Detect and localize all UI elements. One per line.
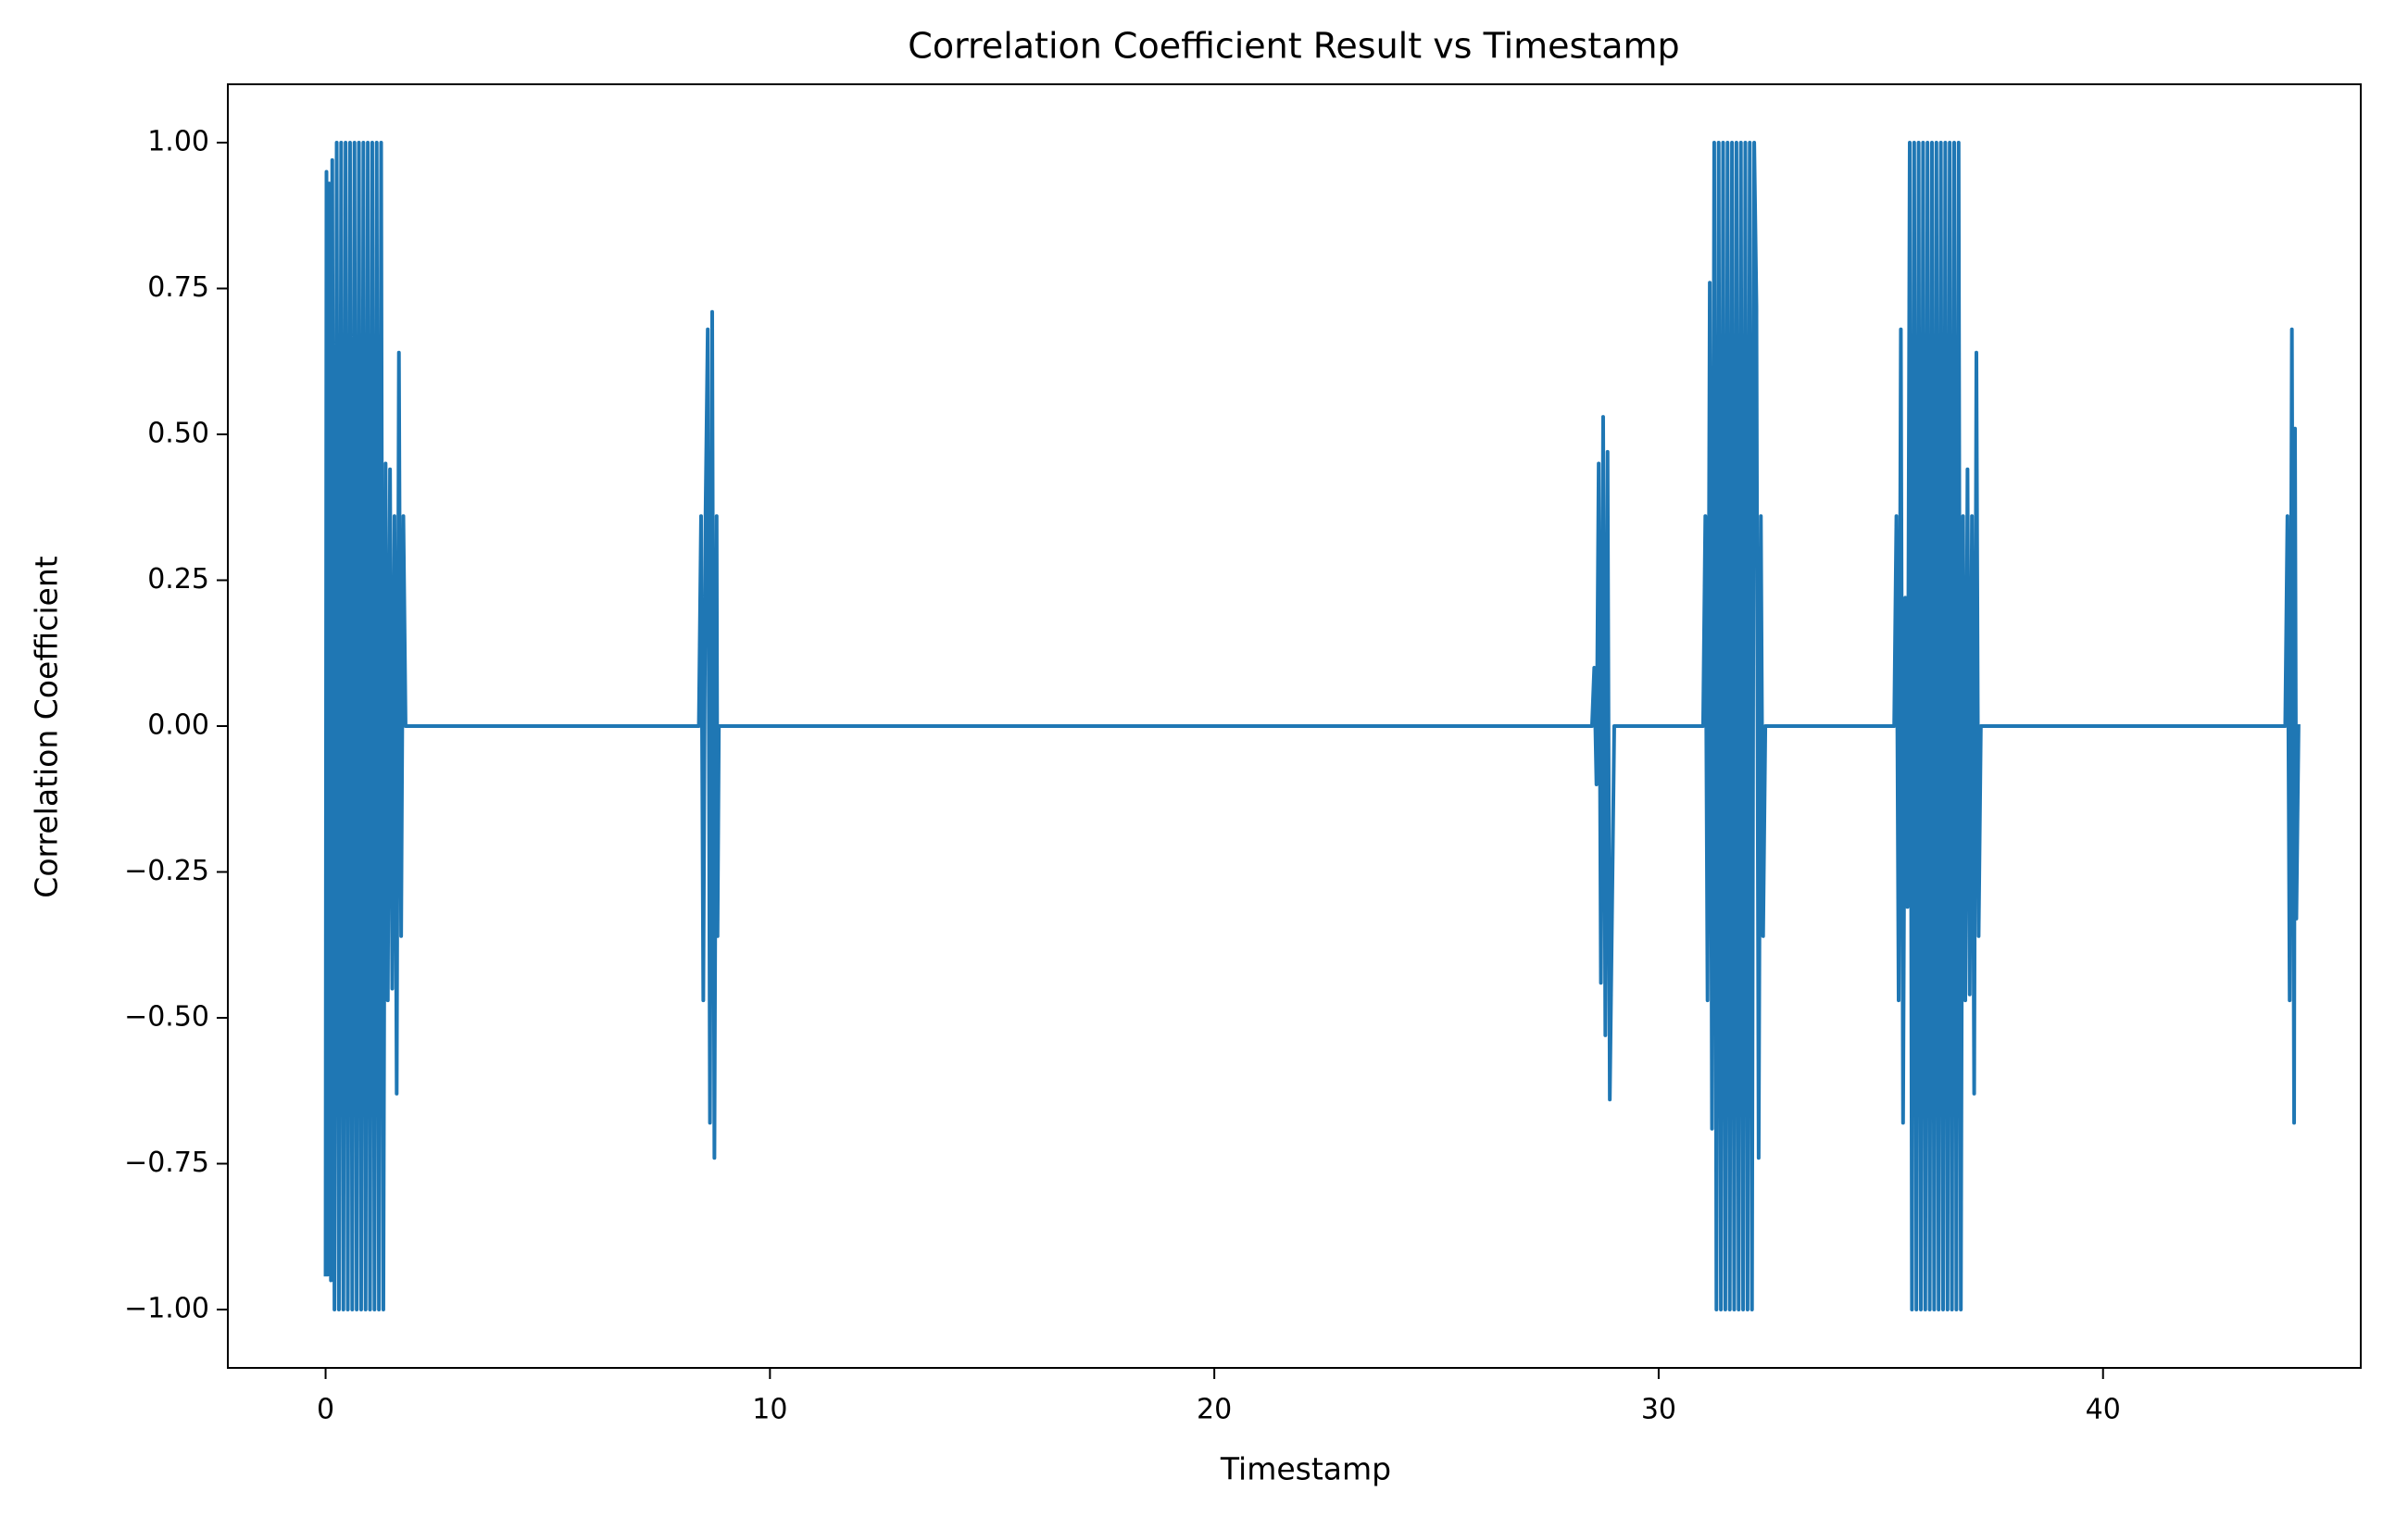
y-tick-label: 0.75 bbox=[147, 271, 209, 304]
data-line bbox=[323, 141, 2301, 1311]
x-tick-label: 30 bbox=[1641, 1394, 1676, 1426]
x-tick-label: 20 bbox=[1197, 1394, 1232, 1426]
x-tick-label: 0 bbox=[317, 1394, 334, 1426]
y-tick-label: −0.50 bbox=[124, 1001, 209, 1034]
x-tick-label: 10 bbox=[752, 1394, 787, 1426]
y-tick-label: −0.75 bbox=[124, 1147, 209, 1179]
y-tick-label: −1.00 bbox=[124, 1293, 209, 1325]
y-tick-label: 0.50 bbox=[147, 418, 209, 450]
y-tick-label: 0.00 bbox=[147, 709, 209, 742]
x-axis-label: Timestamp bbox=[1220, 1451, 1391, 1487]
y-tick-label: −0.25 bbox=[124, 855, 209, 887]
x-tick-label: 40 bbox=[2086, 1394, 2121, 1426]
chart-title: Correlation Coefficient Result vs Timest… bbox=[908, 26, 1679, 67]
y-axis-label: Correlation Coefficient bbox=[29, 556, 65, 897]
plot-frame bbox=[227, 83, 2362, 1369]
y-tick-label: 0.25 bbox=[147, 563, 209, 596]
y-tick-label: 1.00 bbox=[147, 126, 209, 158]
